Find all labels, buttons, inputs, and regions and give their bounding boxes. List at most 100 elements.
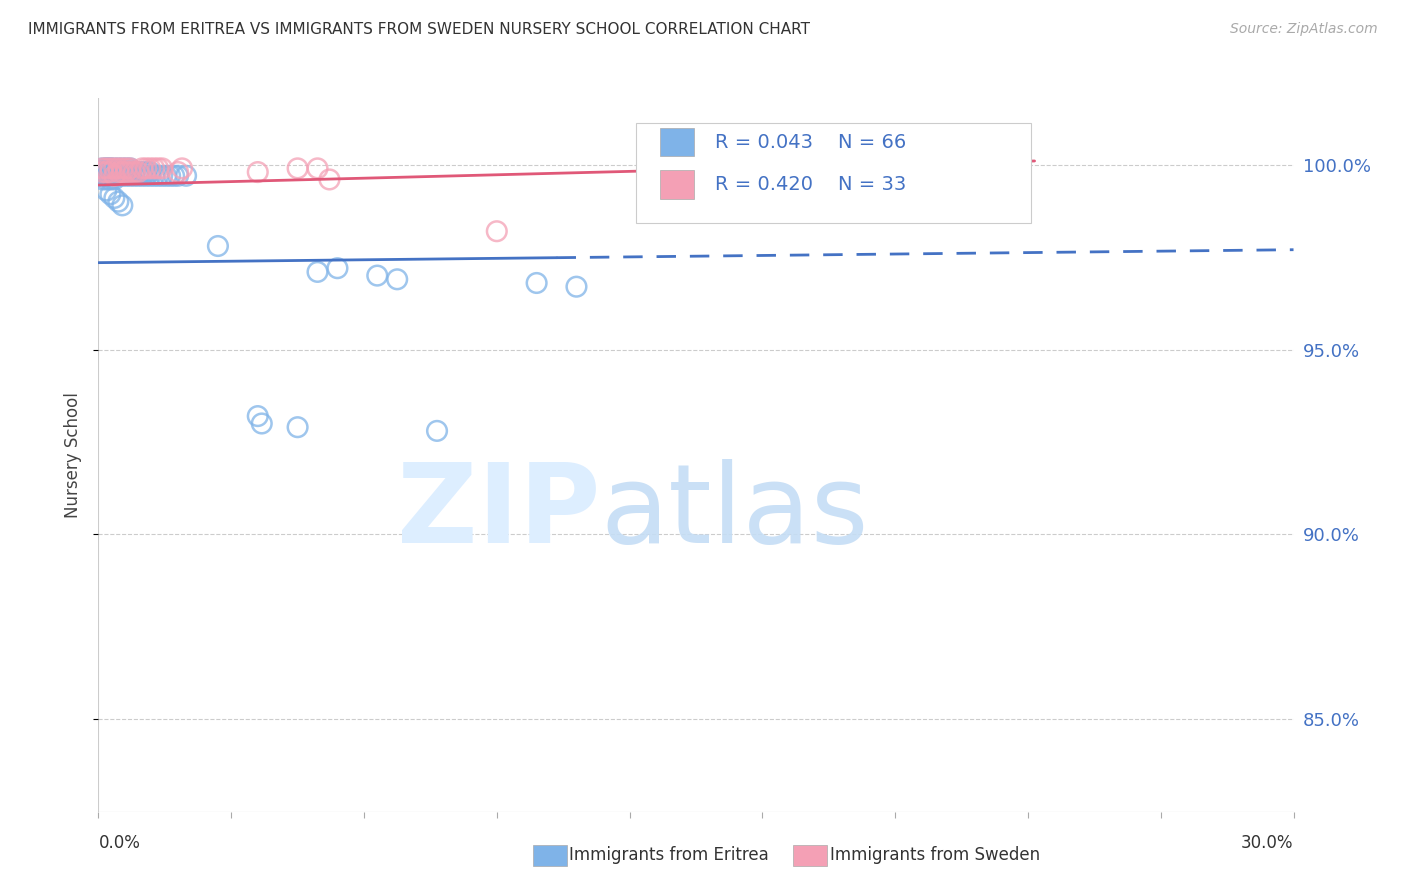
Point	[385, 272, 409, 286]
Point	[103, 169, 125, 183]
Point	[103, 165, 125, 179]
Point	[96, 161, 118, 176]
Text: 0.0%: 0.0%	[98, 834, 141, 852]
Point	[135, 161, 157, 176]
Point	[148, 169, 170, 183]
Point	[91, 165, 114, 179]
Point	[111, 161, 134, 176]
Text: IMMIGRANTS FROM ERITREA VS IMMIGRANTS FROM SWEDEN NURSERY SCHOOL CORRELATION CHA: IMMIGRANTS FROM ERITREA VS IMMIGRANTS FR…	[28, 22, 810, 37]
Point	[100, 169, 122, 183]
Point	[485, 224, 508, 238]
Point	[91, 161, 114, 176]
Text: R = 0.420    N = 33: R = 0.420 N = 33	[716, 175, 907, 194]
Point	[426, 424, 449, 438]
Point	[91, 172, 114, 186]
Point	[565, 279, 588, 293]
Point	[148, 161, 170, 176]
Point	[127, 169, 149, 183]
Point	[526, 276, 548, 290]
Point	[135, 169, 157, 183]
Point	[120, 169, 142, 183]
Point	[111, 161, 134, 176]
Text: atlas: atlas	[600, 458, 869, 566]
Point	[96, 184, 118, 198]
Point	[143, 161, 166, 176]
Point	[172, 161, 194, 176]
Point	[287, 420, 309, 434]
Y-axis label: Nursery School: Nursery School	[63, 392, 82, 518]
Point	[124, 165, 146, 179]
Point	[115, 165, 138, 179]
Point	[111, 169, 134, 183]
Point	[143, 169, 166, 183]
Point	[318, 172, 340, 186]
Point	[103, 172, 125, 186]
Point	[155, 169, 177, 183]
Point	[139, 169, 162, 183]
Point	[150, 161, 173, 176]
Point	[250, 417, 273, 431]
Point	[120, 161, 142, 176]
Point	[100, 165, 122, 179]
Text: Immigrants from Eritrea: Immigrants from Eritrea	[569, 847, 769, 864]
Point	[100, 172, 122, 186]
Point	[111, 198, 134, 212]
Point	[96, 169, 118, 183]
Point	[120, 161, 142, 176]
Point	[91, 169, 114, 183]
Point	[207, 239, 229, 253]
Point	[127, 165, 149, 179]
Point	[107, 161, 129, 176]
Text: ZIP: ZIP	[396, 458, 600, 566]
Bar	[661, 170, 693, 199]
Point	[124, 165, 146, 179]
Point	[307, 161, 329, 176]
Point	[100, 165, 122, 179]
Point	[167, 165, 190, 179]
Point	[107, 165, 129, 179]
Point	[131, 165, 153, 179]
Point	[115, 165, 138, 179]
Point	[100, 161, 122, 176]
Point	[115, 161, 138, 176]
Point	[115, 169, 138, 183]
Point	[120, 165, 142, 179]
Point	[120, 165, 142, 179]
Point	[107, 194, 129, 209]
Point	[96, 172, 118, 186]
Point	[103, 161, 125, 176]
Point	[135, 165, 157, 179]
FancyBboxPatch shape	[637, 123, 1031, 223]
Point	[246, 165, 269, 179]
Point	[124, 169, 146, 183]
Point	[131, 169, 153, 183]
Text: Immigrants from Sweden: Immigrants from Sweden	[830, 847, 1039, 864]
Point	[127, 165, 149, 179]
Point	[91, 161, 114, 176]
Point	[159, 169, 181, 183]
Point	[100, 161, 122, 176]
Point	[131, 161, 153, 176]
Point	[287, 161, 309, 176]
Point	[107, 161, 129, 176]
Point	[307, 265, 329, 279]
Point	[103, 191, 125, 205]
Point	[115, 161, 138, 176]
Point	[107, 165, 129, 179]
Point	[150, 169, 173, 183]
Point	[163, 169, 186, 183]
Point	[963, 158, 986, 172]
Point	[107, 169, 129, 183]
Text: R = 0.043    N = 66: R = 0.043 N = 66	[716, 133, 907, 152]
Point	[100, 187, 122, 202]
Point	[96, 165, 118, 179]
Point	[139, 165, 162, 179]
Point	[100, 165, 122, 179]
Text: 30.0%: 30.0%	[1241, 834, 1294, 852]
Point	[174, 169, 197, 183]
Point	[107, 165, 129, 179]
Point	[111, 165, 134, 179]
Point	[111, 165, 134, 179]
Bar	[661, 128, 693, 156]
Point	[326, 261, 349, 276]
